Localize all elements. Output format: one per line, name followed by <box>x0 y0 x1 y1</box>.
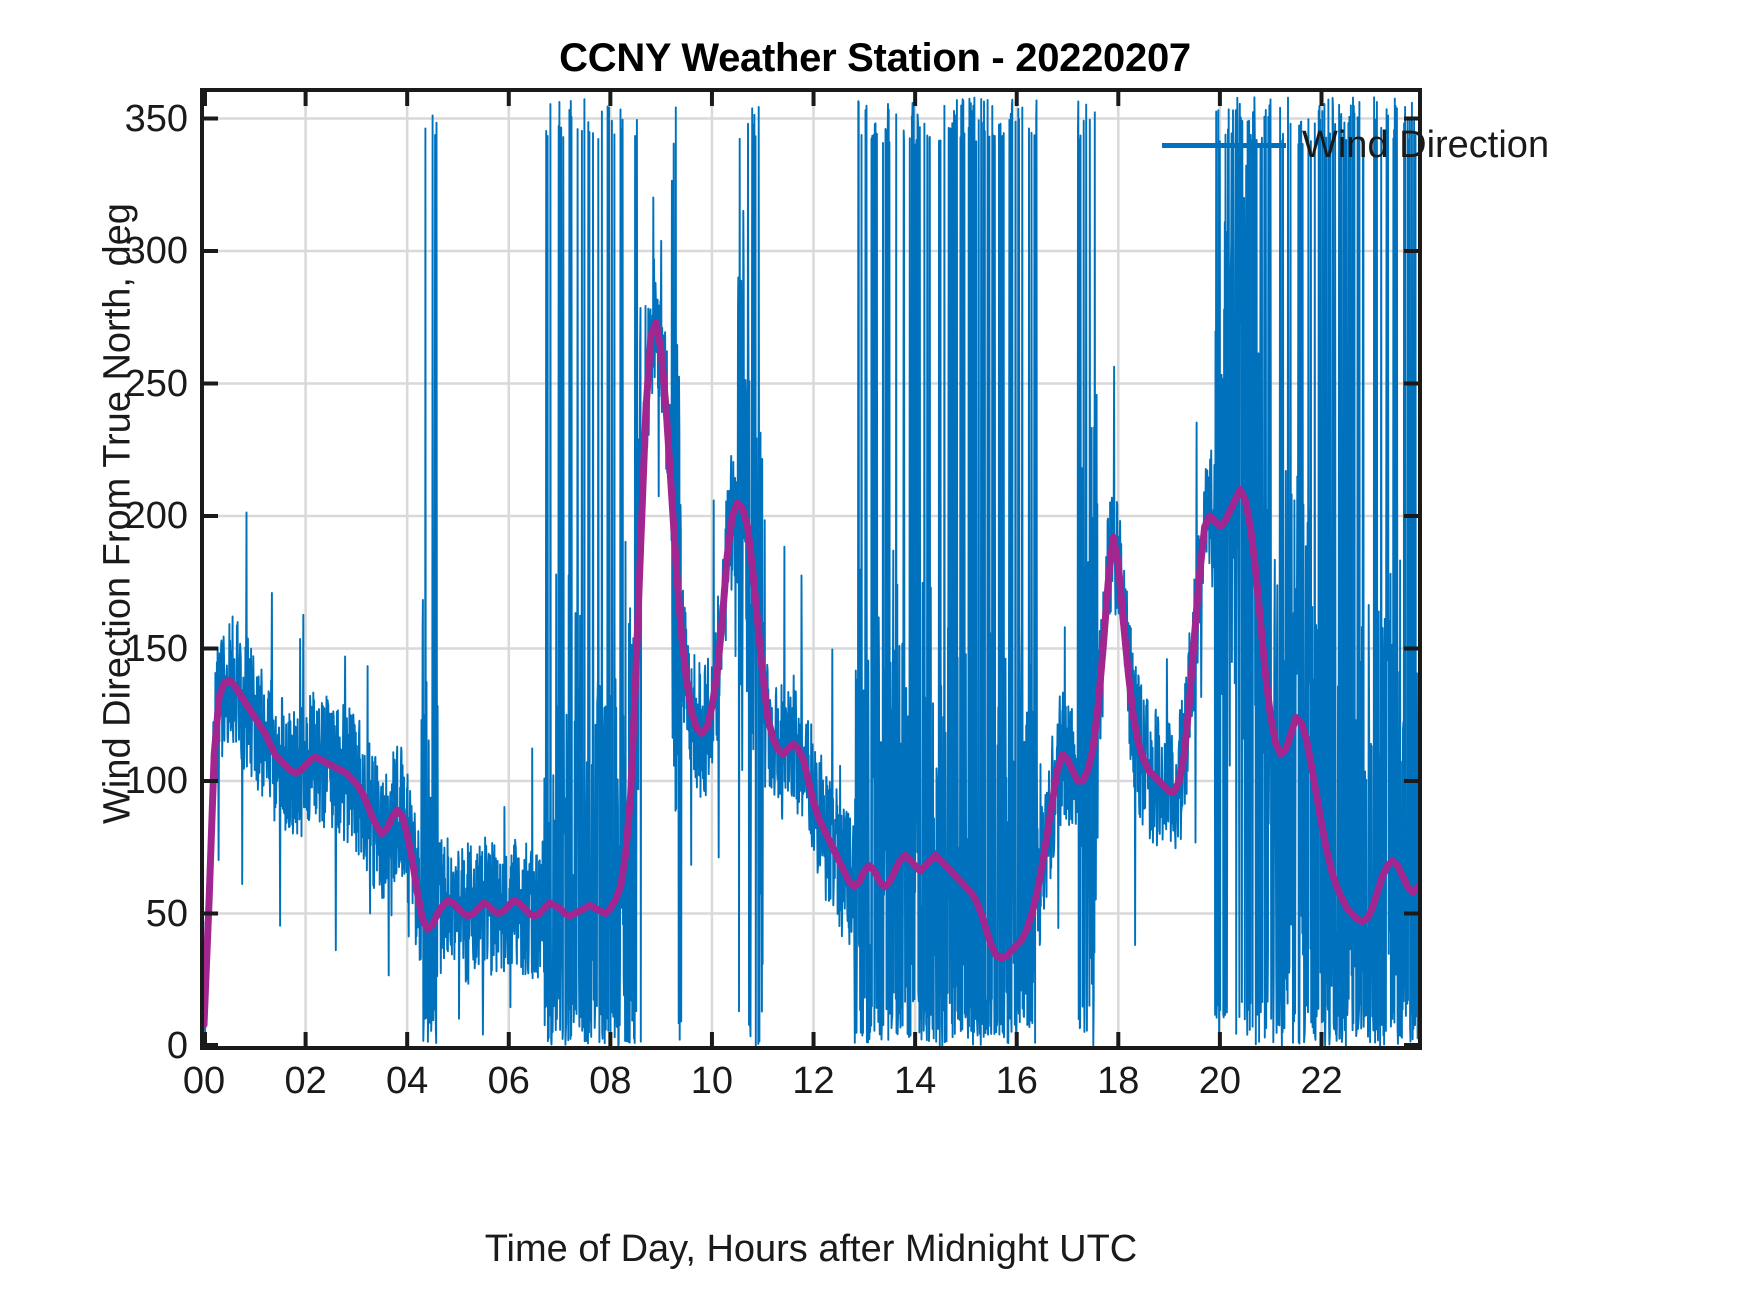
y-tick-label: 250 <box>124 362 188 405</box>
tick-marks <box>204 92 1418 1046</box>
x-tick-label: 10 <box>690 1060 734 1102</box>
series-wind-direction-raw <box>204 96 1418 1046</box>
y-tick-label: 100 <box>124 760 188 802</box>
y-tick-label: 50 <box>145 892 188 935</box>
x-tick-label: 06 <box>487 1060 530 1102</box>
x-tick-label: 16 <box>995 1060 1038 1102</box>
series-wind-direction-smoothed <box>204 319 1418 1029</box>
x-tick-label: 08 <box>589 1060 632 1102</box>
x-tick-label: 04 <box>386 1060 429 1102</box>
legend-item-label: Wind Direction <box>1302 123 1550 166</box>
legend-line-icon <box>1162 142 1286 148</box>
y-tick-label: 0 <box>166 1025 188 1067</box>
x-tick-label: 18 <box>1097 1060 1140 1102</box>
x-tick-label: 20 <box>1198 1060 1242 1102</box>
x-tick-label: 14 <box>893 1060 937 1102</box>
x-tick-label: 22 <box>1300 1060 1343 1102</box>
x-tick-label: 02 <box>284 1060 327 1102</box>
x-tick-label: 00 <box>182 1060 226 1102</box>
chart-plot-svg <box>204 92 1418 1046</box>
y-tick-label: 150 <box>124 627 188 670</box>
y-tick-label: 350 <box>124 97 188 140</box>
x-tick-label: 12 <box>792 1060 835 1102</box>
y-tick-label: 200 <box>124 495 188 537</box>
legend: Wind Direction <box>1152 114 1559 176</box>
plot-area <box>200 88 1422 1050</box>
y-tick-label: 300 <box>124 230 188 272</box>
x-axis-title: Time of Day, Hours after Midnight UTC <box>484 1228 1138 1270</box>
page-title: CCNY Weather Station - 20220207 <box>559 36 1191 80</box>
